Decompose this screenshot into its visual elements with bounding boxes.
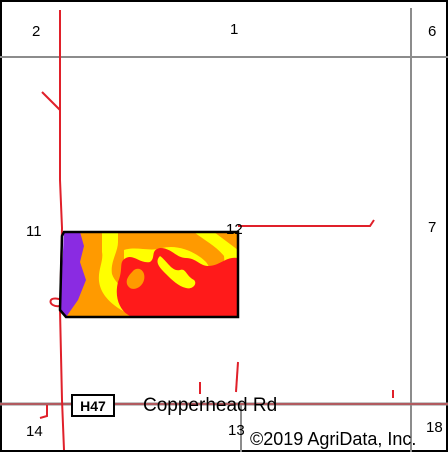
- soil-zone-orange-fingers: [126, 268, 145, 289]
- section-number-13: 13: [228, 422, 245, 439]
- boundary-line-west: [58, 10, 65, 451]
- soil-zone-yellow-fingers: [157, 256, 196, 289]
- section-number-1: 1: [230, 21, 239, 38]
- boundary-line-east: [238, 219, 375, 227]
- section-number-7: 7: [428, 219, 437, 236]
- boundary-loop: [49, 297, 63, 308]
- highway-shield: H47: [71, 394, 115, 417]
- field-soil-map[interactable]: [58, 230, 243, 322]
- road-name-label: Copperhead Rd: [143, 395, 278, 416]
- boundary-tick-2: [235, 361, 239, 393]
- section-number-2: 2: [32, 23, 41, 40]
- section-number-18: 18: [426, 419, 443, 436]
- copyright-text: ©2019 AgriData, Inc.: [250, 429, 417, 449]
- section-number-11: 11: [26, 223, 42, 240]
- boundary-tick-4: [39, 405, 48, 419]
- section-number-12: 12: [226, 221, 243, 238]
- section-number-6: 6: [428, 23, 437, 40]
- boundary-line-north-spur: [41, 91, 61, 111]
- field-boundary: [58, 230, 240, 319]
- highway-shield-label: H47: [80, 397, 106, 414]
- section-number-14: 14: [26, 423, 43, 440]
